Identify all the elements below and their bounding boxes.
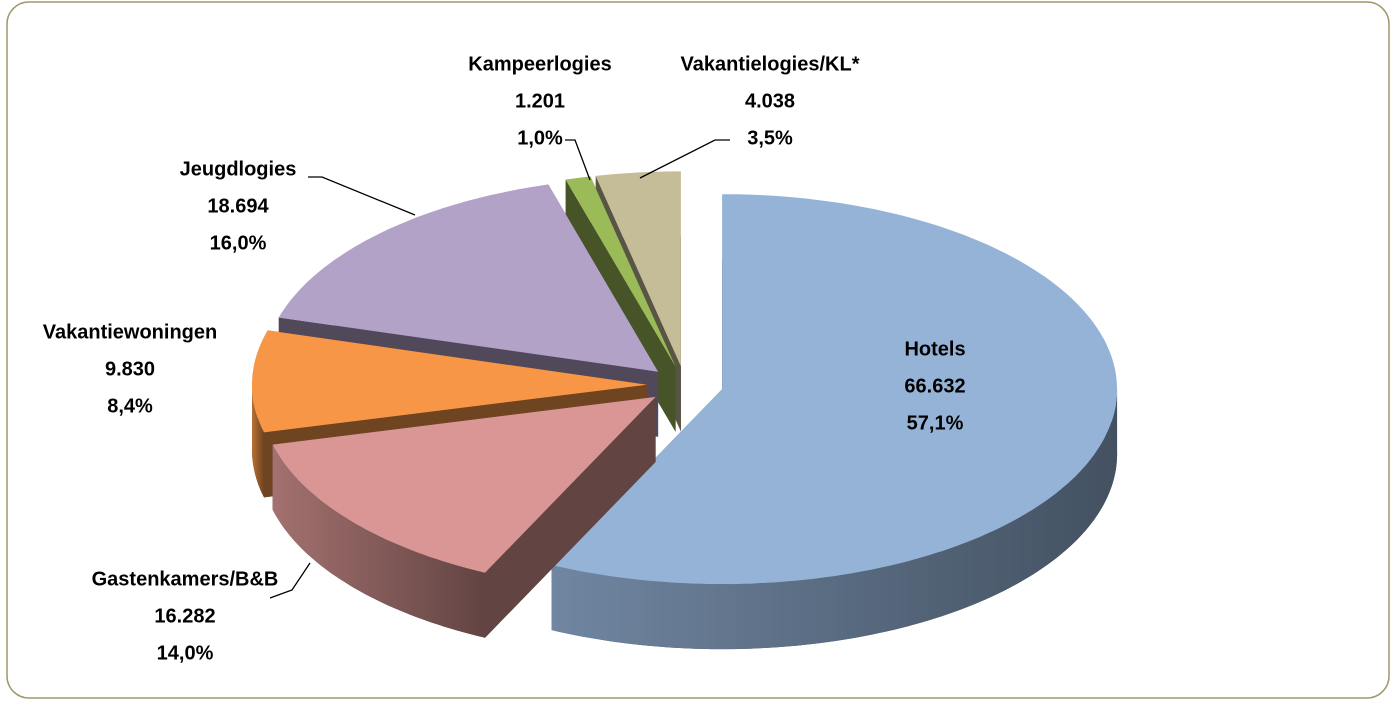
slice-top [272, 396, 656, 573]
leader-line [565, 139, 591, 181]
percentage-label: 1,0% [517, 127, 563, 149]
value-label: 16.282 [154, 605, 215, 627]
slice-top [565, 176, 676, 367]
slice-wall [252, 384, 264, 498]
slice-label: Gastenkamers/B&B [92, 568, 279, 590]
slice [272, 396, 656, 638]
slice-wall [272, 444, 485, 638]
slice-top [551, 194, 1118, 585]
slice-top [595, 171, 681, 367]
slice-label: Kampeerlogies [468, 53, 611, 75]
slice-wall [551, 389, 1118, 650]
value-label: 4.038 [745, 90, 795, 112]
value-label: 18.694 [207, 195, 269, 217]
slice-label: Hotels [904, 338, 965, 360]
slice [551, 194, 1118, 650]
percentage-label: 57,1% [907, 412, 964, 434]
percentage-label: 3,5% [747, 127, 793, 149]
slice-label: Vakantiewoningen [43, 321, 217, 343]
percentage-label: 8,4% [107, 395, 153, 417]
value-label: 1.201 [515, 90, 565, 112]
leader-line [308, 176, 416, 216]
leader-line [639, 139, 730, 179]
slice-top [278, 184, 659, 372]
value-label: 66.632 [904, 375, 965, 397]
percentage-label: 14,0% [157, 642, 214, 664]
percentage-label: 16,0% [210, 232, 267, 254]
leader-line [269, 562, 311, 599]
slice-label: Vakantielogies/KL* [681, 53, 860, 75]
value-label: 9.830 [105, 358, 155, 380]
slice-top [252, 330, 647, 433]
slice-label: Jeugdlogies [180, 158, 297, 180]
